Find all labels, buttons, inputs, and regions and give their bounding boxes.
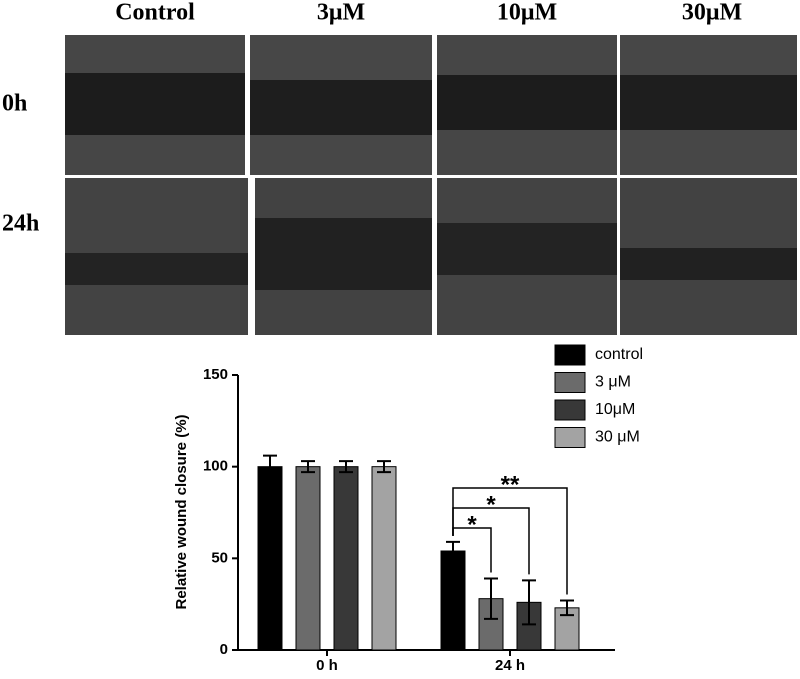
error-bar [484, 577, 498, 620]
x-tick-label: 0 h [316, 657, 338, 674]
significance-label: ** [501, 471, 520, 498]
column-label: Control [115, 0, 195, 26]
micrograph [255, 178, 432, 335]
bar [257, 466, 283, 651]
legend-swatch [554, 399, 586, 421]
legend-label: control [595, 346, 643, 363]
y-tick-label: 150 [203, 366, 228, 383]
bar [295, 466, 321, 651]
column-label: 3μM [317, 0, 365, 26]
error-bar [339, 460, 353, 474]
legend-label: 3 μM [595, 374, 631, 391]
error-bar [263, 454, 277, 479]
legend-swatch [554, 427, 586, 448]
bar [371, 466, 397, 651]
micrograph [65, 178, 248, 335]
error-bar [377, 460, 391, 474]
x-tick-label: 24 h [495, 657, 525, 674]
micrograph [620, 178, 797, 335]
error-bar [522, 579, 536, 626]
error-bar [560, 599, 574, 617]
error-bar [301, 460, 315, 474]
column-label: 30μM [682, 0, 742, 26]
legend-swatch [554, 344, 586, 366]
y-tick-label: 100 [203, 458, 228, 475]
micrograph [437, 178, 617, 335]
micrographs [65, 35, 797, 335]
row-label: 24h [2, 211, 39, 237]
y-axis-label: Relative wound closure (%) [173, 414, 190, 609]
significance-label: * [486, 491, 496, 518]
y-tick-label: 50 [211, 549, 228, 566]
significance-bracket [452, 487, 568, 595]
legend-label: 30 μM [595, 429, 640, 446]
row-label: 0h [2, 91, 27, 117]
legend-label: 10μM [595, 401, 635, 418]
column-label: 10μM [497, 0, 557, 26]
cell-texture [65, 35, 797, 335]
y-tick-label: 0 [220, 641, 228, 658]
significance-label: * [467, 511, 477, 538]
bar [440, 550, 466, 651]
error-bar [446, 540, 460, 562]
bar [333, 466, 359, 651]
legend-swatch [554, 372, 586, 393]
